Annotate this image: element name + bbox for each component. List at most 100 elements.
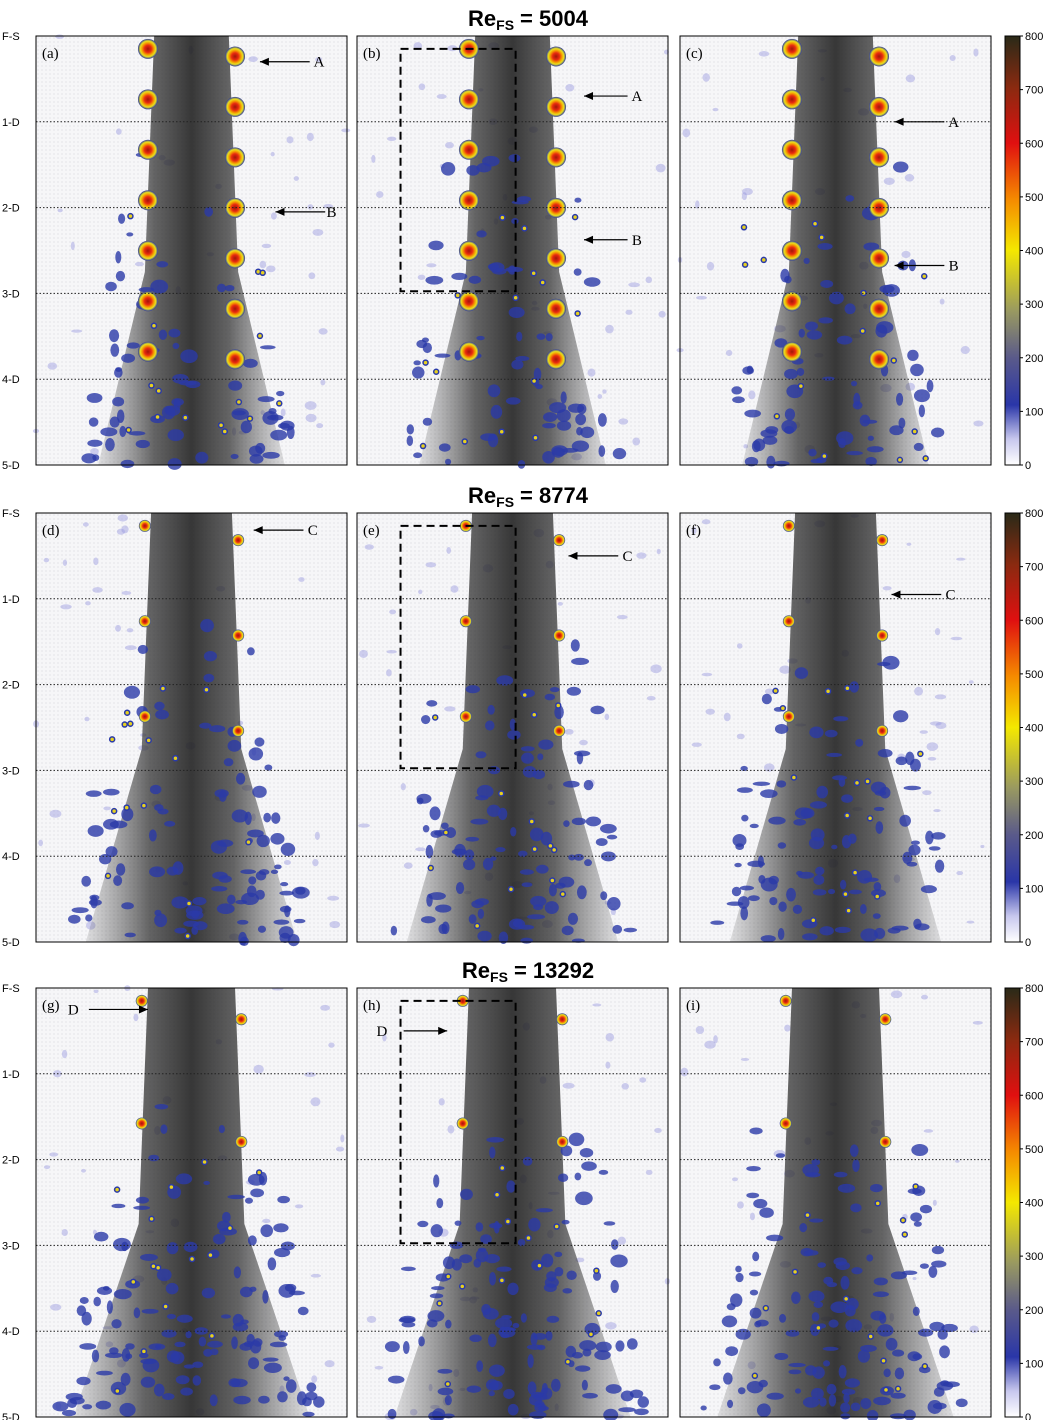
vortex-blob — [109, 1347, 119, 1355]
vortex-blob — [906, 861, 918, 867]
vortex-blob — [721, 1315, 738, 1328]
vortex-blob — [110, 343, 120, 357]
vortex-core — [876, 724, 889, 737]
vortex-blob — [191, 926, 199, 935]
spot — [867, 1333, 874, 1340]
vortex-blob — [126, 232, 134, 237]
faint-blob — [927, 756, 937, 761]
faint-blob — [621, 1082, 629, 1090]
spot — [162, 1303, 169, 1310]
vortex-core — [232, 534, 245, 547]
panel-border — [679, 35, 992, 466]
vortex-blob — [794, 1388, 802, 1394]
vortex-blob — [230, 1378, 248, 1388]
panel-label: (c) — [686, 46, 703, 62]
vortex-blob — [223, 758, 234, 767]
vortex-blob — [154, 913, 168, 928]
vortex-blob — [879, 284, 895, 294]
spot — [550, 846, 558, 854]
vortex-blob — [231, 809, 248, 823]
vortex-blob — [863, 877, 879, 882]
colorbar-tick-label: 300 — [1025, 299, 1043, 311]
faint-blob — [359, 649, 368, 658]
vortex-blob — [91, 1349, 100, 1363]
faint-blob — [315, 57, 323, 63]
spot — [104, 872, 112, 880]
faint-blob — [655, 163, 666, 173]
vortex-blob — [141, 1308, 159, 1314]
vortex-blob — [482, 155, 500, 167]
spot — [874, 1200, 881, 1207]
vortex-blob — [207, 1340, 223, 1348]
panel-label: (i) — [686, 998, 700, 1014]
faint-blob — [312, 858, 319, 867]
vortex-core — [546, 96, 567, 117]
spot — [922, 455, 929, 462]
panel-label: (g) — [42, 998, 60, 1014]
vortex-blob — [537, 1344, 546, 1351]
spot — [188, 1255, 196, 1263]
faint-blob — [682, 128, 691, 138]
vortex-blob — [277, 1391, 288, 1403]
vortex-blob — [709, 1384, 721, 1391]
vortex-blob — [775, 1153, 786, 1158]
vortex-blob — [500, 1333, 510, 1339]
vortex-blob — [166, 866, 179, 876]
vortex-blob — [260, 345, 276, 350]
vortex-blob — [87, 825, 104, 837]
y-label: 2-D — [2, 680, 20, 692]
vortex-blob — [280, 1241, 295, 1251]
faint-blob — [966, 920, 975, 924]
vortex-blob — [808, 1290, 825, 1303]
spot — [431, 714, 439, 721]
vortex-blob — [867, 435, 874, 441]
faint-blob — [425, 562, 437, 568]
spot — [185, 900, 193, 907]
vortex-blob — [400, 1266, 416, 1272]
vortex-blob — [549, 402, 567, 414]
spot — [532, 434, 539, 442]
vortex-core — [553, 534, 566, 547]
vortex-blob — [121, 807, 134, 822]
faint-blob — [701, 672, 713, 677]
vortex-blob — [581, 1161, 597, 1171]
vortex-blob — [883, 1368, 891, 1378]
vortex-core — [546, 298, 567, 319]
vortex-blob — [200, 618, 214, 633]
faint-blob — [324, 1360, 335, 1368]
vortex-blob — [755, 1319, 769, 1327]
vortex-blob — [413, 452, 423, 459]
jet — [729, 513, 942, 942]
vortex-blob — [777, 928, 785, 941]
faint-blob — [312, 229, 324, 236]
spot — [804, 1211, 811, 1219]
faint-blob — [304, 401, 317, 410]
spot — [574, 310, 581, 317]
vortex-blob — [873, 882, 882, 892]
vortex-blob — [232, 1313, 244, 1327]
y-label: 4-D — [2, 374, 20, 386]
spot — [259, 269, 266, 277]
vortex-blob — [792, 904, 803, 914]
faint-blob — [980, 844, 985, 849]
faint-blob — [47, 362, 58, 370]
spot — [531, 711, 538, 719]
faint-blob — [923, 1129, 934, 1133]
spot — [110, 807, 118, 815]
vortex-blob — [850, 1203, 862, 1213]
vortex-blob — [247, 829, 264, 838]
spot — [150, 322, 158, 330]
vortex-blob — [905, 751, 915, 766]
interrogation-box — [399, 524, 517, 770]
vortex-blob — [777, 842, 787, 849]
y-label: 1-D — [2, 594, 20, 606]
vortex-blob — [257, 396, 275, 403]
vortex-blob — [930, 427, 945, 438]
vortex-blob — [418, 1336, 425, 1347]
panel-label: (e) — [363, 523, 380, 539]
vortex-blob — [135, 1196, 149, 1204]
vortex-blob — [907, 349, 919, 362]
vortex-core — [458, 341, 479, 362]
vortex-core — [879, 1135, 892, 1148]
faint-blob — [134, 261, 144, 267]
